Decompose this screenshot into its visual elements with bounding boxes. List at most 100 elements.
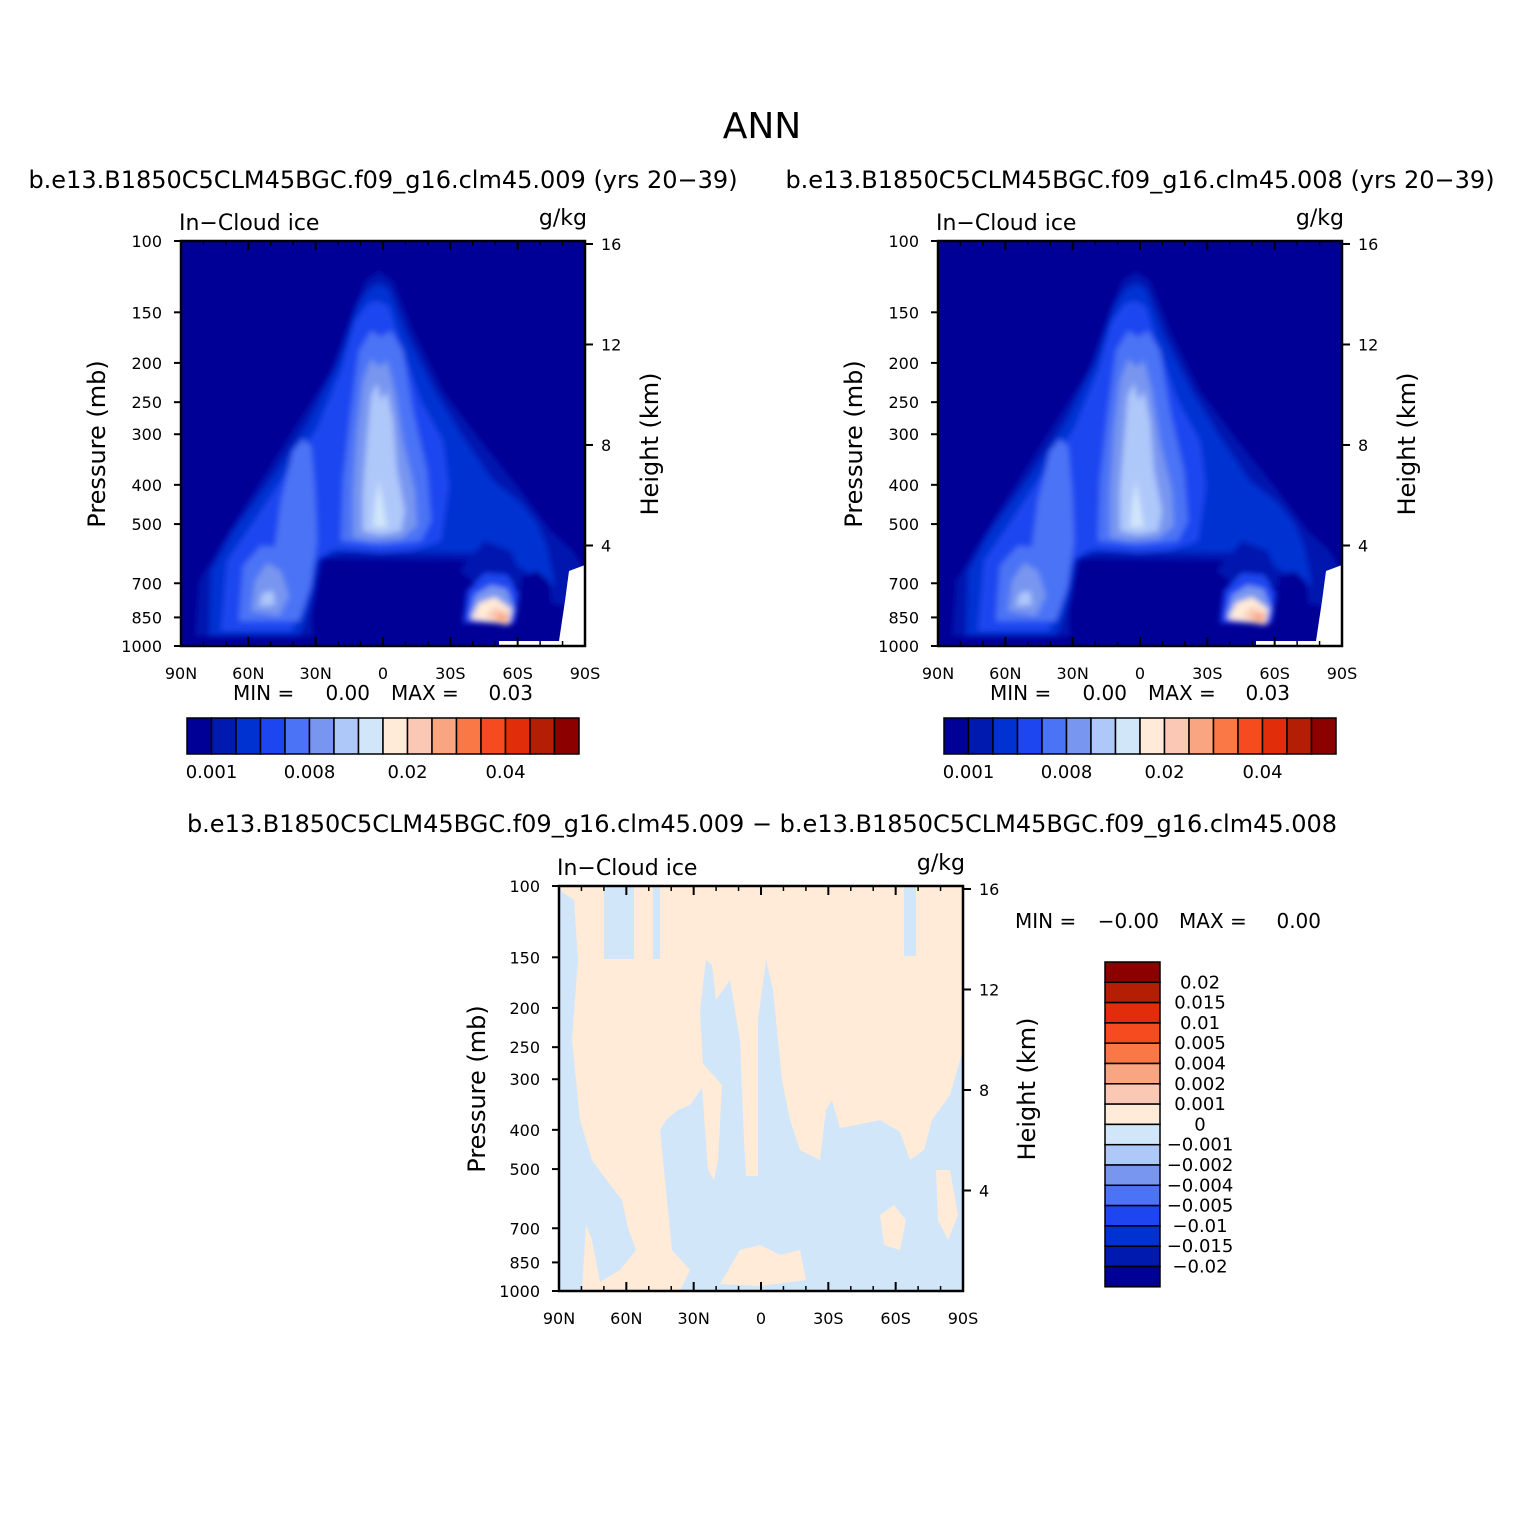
colorbar-swatch bbox=[504, 717, 531, 755]
colorbar-swatch bbox=[1104, 1042, 1161, 1065]
difference-y-tick-label: 150 bbox=[509, 948, 540, 967]
colorbar-swatch bbox=[1041, 717, 1068, 755]
right-y-tick-label: 1000 bbox=[878, 637, 919, 656]
difference-max-label: MAX = bbox=[1179, 909, 1247, 933]
colorbar-label: 0 bbox=[1194, 1114, 1205, 1135]
colorbar-swatch bbox=[1104, 1001, 1161, 1024]
left-x-tick-label: 30S bbox=[435, 664, 466, 683]
colorbar-label: −0.001 bbox=[1167, 1135, 1234, 1156]
colorbar-swatch bbox=[1104, 961, 1161, 984]
colorbar-swatch bbox=[1310, 717, 1337, 755]
colorbar-swatch bbox=[1016, 717, 1043, 755]
right-colorbar: 0.001 0.008 0.02 0.04 bbox=[943, 717, 1337, 783]
left-x-tick-label: 60N bbox=[232, 664, 264, 683]
difference-x-tick-label: 30N bbox=[678, 1309, 710, 1328]
right-y-tick-label: 150 bbox=[888, 303, 919, 322]
colorbar-swatch bbox=[553, 717, 580, 755]
colorbar-swatch bbox=[1104, 1184, 1161, 1207]
difference-y-tick-label: 1000 bbox=[499, 1282, 540, 1301]
colorbar-label: 0.001 bbox=[943, 762, 995, 783]
colorbar-swatch bbox=[1104, 1225, 1161, 1247]
difference-contour-field bbox=[559, 886, 963, 1291]
right-y-tick-label: 100 bbox=[888, 232, 919, 251]
colorbar-swatch bbox=[967, 717, 994, 755]
colorbar-swatch bbox=[382, 717, 409, 755]
colorbar-label: 0.001 bbox=[186, 762, 238, 783]
colorbar-swatch bbox=[1261, 717, 1288, 755]
difference-y-tick-label: 100 bbox=[509, 877, 540, 896]
right-min-value: 0.00 bbox=[1082, 681, 1127, 705]
colorbar-swatch bbox=[1104, 981, 1161, 1004]
left-min-value: 0.00 bbox=[325, 681, 370, 705]
left-y-tick-label: 150 bbox=[131, 303, 162, 322]
difference-x-tick-label: 30S bbox=[813, 1309, 844, 1328]
left-y2-tick-label: 16 bbox=[601, 235, 621, 254]
colorbar-label: 0.02 bbox=[387, 762, 427, 783]
left-panel-title: b.e13.B1850C5CLM45BGC.f09_g16.clm45.009 … bbox=[28, 166, 737, 194]
left-y2-tick-label: 4 bbox=[601, 536, 611, 555]
left-y2-axis-label: Height (km) bbox=[636, 373, 664, 516]
left-y-axis-label: Pressure (mb) bbox=[83, 360, 111, 527]
colorbar-swatch bbox=[1090, 717, 1117, 755]
colorbar-swatch bbox=[1139, 717, 1166, 755]
left-y-tick-label: 200 bbox=[131, 354, 162, 373]
right-panel-title: b.e13.B1850C5CLM45BGC.f09_g16.clm45.008 … bbox=[785, 166, 1494, 194]
difference-y-tick-label: 700 bbox=[509, 1219, 540, 1238]
left-x-tick-label: 90N bbox=[165, 664, 197, 683]
colorbar-label: −0.005 bbox=[1167, 1196, 1234, 1217]
colorbar-swatch bbox=[333, 717, 360, 755]
colorbar-swatch bbox=[1104, 1022, 1161, 1044]
colorbar-swatch bbox=[431, 717, 458, 755]
colorbar-label: 0.004 bbox=[1174, 1054, 1226, 1075]
colorbar-swatch bbox=[235, 717, 262, 755]
left-y-tick-label: 300 bbox=[131, 425, 162, 444]
left-x-tick-label: 90S bbox=[570, 664, 601, 683]
right-contour-field bbox=[938, 241, 1342, 646]
left-y2-tick-label: 12 bbox=[601, 335, 621, 354]
left-colorbar: 0.001 0.008 0.02 0.04 bbox=[186, 717, 580, 783]
colorbar-label: 0.002 bbox=[1174, 1074, 1226, 1095]
difference-y-axis-label: Pressure (mb) bbox=[463, 1005, 491, 1172]
difference-units-label: g/kg bbox=[917, 851, 965, 876]
colorbar-swatch bbox=[1104, 1143, 1161, 1166]
colorbar-swatch bbox=[1286, 717, 1313, 755]
left-x-tick-label: 60S bbox=[502, 664, 533, 683]
left-y-tick-label: 250 bbox=[131, 393, 162, 412]
right-y-tick-label: 500 bbox=[888, 515, 919, 534]
colorbar-swatch bbox=[1237, 717, 1264, 755]
difference-x-tick-label: 0 bbox=[756, 1309, 766, 1328]
colorbar-swatch bbox=[1104, 1204, 1161, 1227]
colorbar-label: −0.02 bbox=[1172, 1257, 1227, 1278]
left-units-label: g/kg bbox=[539, 206, 587, 231]
right-variable-label: In−Cloud ice bbox=[936, 211, 1076, 236]
colorbar-label: 0.015 bbox=[1174, 993, 1226, 1014]
colorbar-swatch bbox=[259, 717, 286, 755]
right-x-tick-label: 90N bbox=[922, 664, 954, 683]
right-x-tick-label: 30S bbox=[1192, 664, 1223, 683]
left-y-tick-label: 100 bbox=[131, 232, 162, 251]
right-y2-tick-label: 4 bbox=[1358, 536, 1368, 555]
colorbar-swatch bbox=[1104, 1062, 1161, 1085]
difference-variable-label: In−Cloud ice bbox=[557, 856, 697, 881]
colorbar-swatch bbox=[1104, 1103, 1161, 1126]
difference-x-tick-label: 90N bbox=[543, 1309, 575, 1328]
difference-panel-title: b.e13.B1850C5CLM45BGC.f09_g16.clm45.009 … bbox=[187, 810, 1337, 838]
right-y-tick-label: 400 bbox=[888, 476, 919, 495]
colorbar-label: −0.004 bbox=[1167, 1175, 1234, 1196]
right-y-axis-label: Pressure (mb) bbox=[840, 360, 868, 527]
right-min-label: MIN = bbox=[990, 681, 1051, 705]
colorbar-swatch bbox=[1163, 717, 1190, 755]
right-max-value: 0.03 bbox=[1245, 681, 1290, 705]
right-y-tick-label: 300 bbox=[888, 425, 919, 444]
colorbar-label: 0.04 bbox=[1242, 762, 1282, 783]
colorbar-label: −0.015 bbox=[1167, 1236, 1234, 1257]
colorbar-label: 0.02 bbox=[1144, 762, 1184, 783]
colorbar-swatch bbox=[1104, 1083, 1161, 1105]
colorbar-swatch bbox=[1188, 717, 1215, 755]
colorbar-swatch bbox=[1104, 1265, 1161, 1288]
colorbar-label: 0.01 bbox=[1180, 1013, 1220, 1034]
left-y-tick-label: 850 bbox=[131, 608, 162, 627]
colorbar-label: 0.008 bbox=[284, 762, 336, 783]
difference-colorbar: 0.020.0150.010.0050.0040.0020.0010−0.001… bbox=[1104, 961, 1234, 1288]
difference-y-tick-label: 250 bbox=[509, 1038, 540, 1057]
